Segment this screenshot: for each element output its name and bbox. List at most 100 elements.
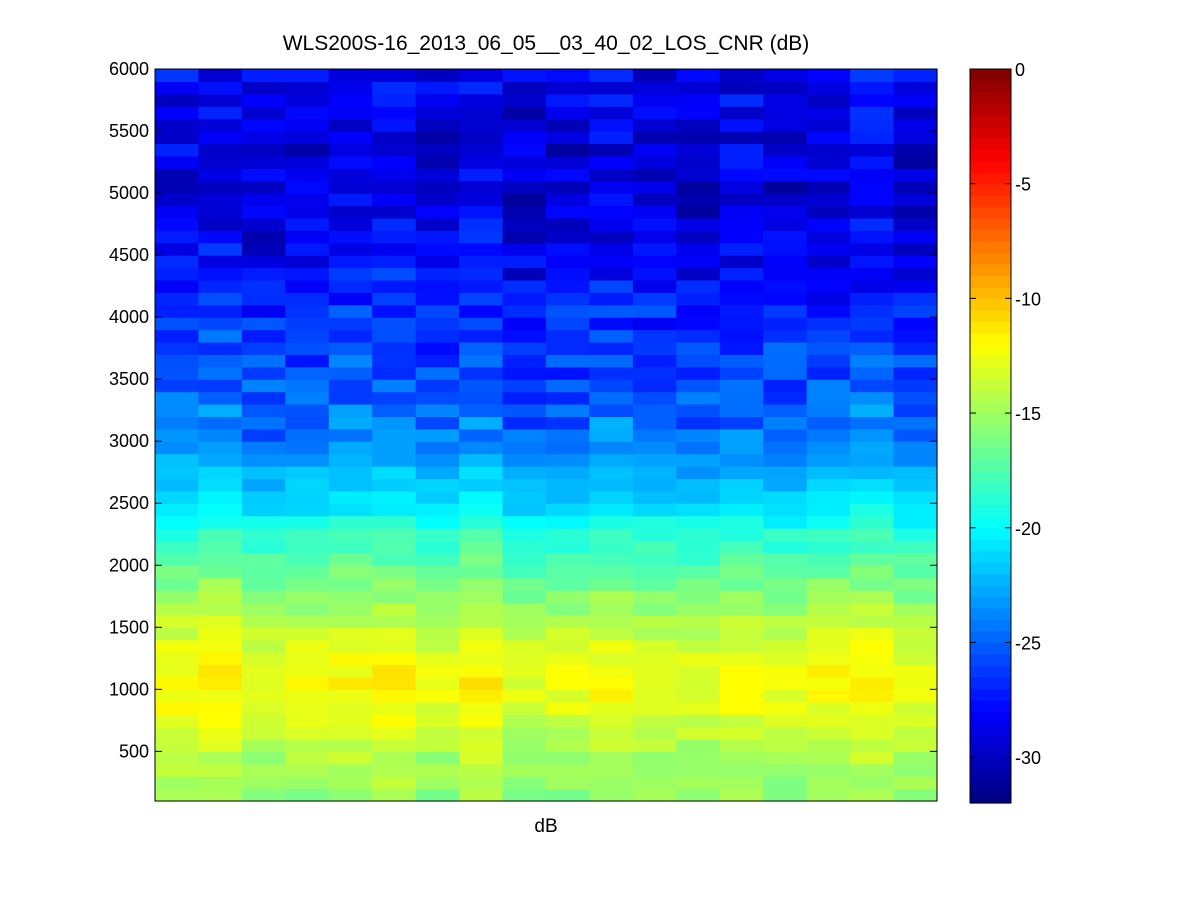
heatmap-cell (589, 267, 634, 281)
heatmap-cell (285, 726, 330, 740)
heatmap-cell (155, 317, 200, 331)
heatmap-cell (155, 131, 200, 145)
heatmap-cell (806, 217, 851, 231)
heatmap-cell (502, 366, 547, 380)
heatmap-cell (372, 93, 417, 107)
colorbar-swatch (970, 401, 1011, 414)
heatmap-cell (589, 701, 634, 715)
heatmap-cell (676, 751, 721, 765)
heatmap-cell (763, 614, 808, 628)
heatmap-cell (763, 366, 808, 380)
heatmap-cell (719, 590, 764, 604)
heatmap-cell (372, 292, 417, 306)
heatmap-cell (719, 478, 764, 492)
heatmap-cell (241, 341, 286, 355)
heatmap-cell (632, 242, 677, 256)
heatmap-cell (459, 304, 504, 318)
heatmap-cell (893, 341, 938, 355)
heatmap-cell (763, 205, 808, 219)
colorbar-swatch (970, 550, 1011, 563)
heatmap-cell (415, 490, 460, 504)
heatmap-cell (676, 341, 721, 355)
heatmap-cell (632, 292, 677, 306)
heatmap-cell (198, 354, 243, 368)
heatmap-cell (806, 255, 851, 269)
heatmap-cell (589, 143, 634, 157)
heatmap-cell (372, 503, 417, 517)
heatmap-cell (328, 168, 373, 182)
heatmap-cell (763, 329, 808, 343)
heatmap-cell (763, 441, 808, 455)
heatmap-cell (502, 193, 547, 207)
heatmap-cell (850, 403, 895, 417)
heatmap-cell (632, 416, 677, 430)
heatmap-cell (198, 267, 243, 281)
colorbar-tick-label: -25 (1015, 633, 1041, 653)
heatmap-cell (241, 776, 286, 790)
heatmap-cell (850, 131, 895, 145)
heatmap-cell (546, 689, 591, 703)
heatmap-cell (632, 255, 677, 269)
heatmap-cell (589, 441, 634, 455)
heatmap-cell (546, 93, 591, 107)
heatmap-cell (546, 590, 591, 604)
heatmap-cell (719, 217, 764, 231)
heatmap-cell (415, 428, 460, 442)
heatmap-cell (198, 403, 243, 417)
heatmap-cell (589, 155, 634, 169)
heatmap-cell (589, 131, 634, 145)
heatmap-cell (763, 738, 808, 752)
heatmap-cell (198, 652, 243, 666)
heatmap-cell (763, 242, 808, 256)
heatmap-cell (589, 664, 634, 678)
heatmap-cell (632, 701, 677, 715)
heatmap-cell (415, 168, 460, 182)
heatmap-cell (241, 751, 286, 765)
heatmap-cell (415, 81, 460, 95)
heatmap-cell (676, 304, 721, 318)
heatmap-cell (719, 627, 764, 641)
heatmap-cell (893, 379, 938, 393)
heatmap-cell (893, 205, 938, 219)
heatmap-cell (502, 69, 547, 83)
heatmap-cell (546, 726, 591, 740)
heatmap-cell (459, 193, 504, 207)
heatmap-cell (763, 577, 808, 591)
heatmap-cell (415, 391, 460, 405)
heatmap-cell (328, 106, 373, 120)
heatmap-cell (372, 441, 417, 455)
heatmap-cell (676, 726, 721, 740)
heatmap-cell (198, 304, 243, 318)
heatmap-cell (372, 242, 417, 256)
heatmap-cell (459, 255, 504, 269)
heatmap-cell (415, 515, 460, 529)
heatmap-cell (198, 93, 243, 107)
heatmap-cell (415, 118, 460, 132)
heatmap-cell (155, 143, 200, 157)
heatmap-cell (459, 590, 504, 604)
heatmap-cell (198, 490, 243, 504)
heatmap-cell (241, 155, 286, 169)
heatmap-cell (850, 552, 895, 566)
heatmap-cell (502, 614, 547, 628)
heatmap-cell (415, 478, 460, 492)
heatmap-cell (850, 676, 895, 690)
heatmap-cell (155, 81, 200, 95)
heatmap-cell (241, 466, 286, 480)
heatmap-cell (589, 391, 634, 405)
heatmap-cell (893, 155, 938, 169)
heatmap-cell (502, 714, 547, 728)
heatmap-cell (328, 577, 373, 591)
heatmap-cell (589, 714, 634, 728)
heatmap-cell (893, 490, 938, 504)
y-tick-label: 4500 (109, 245, 149, 265)
heatmap-cell (328, 528, 373, 542)
heatmap-cell (415, 304, 460, 318)
heatmap-cell (676, 193, 721, 207)
heatmap-cell (719, 416, 764, 430)
heatmap-cell (241, 230, 286, 244)
heatmap-cell (459, 81, 504, 95)
heatmap-cell (546, 701, 591, 715)
heatmap-cell (589, 106, 634, 120)
heatmap-cell (676, 714, 721, 728)
